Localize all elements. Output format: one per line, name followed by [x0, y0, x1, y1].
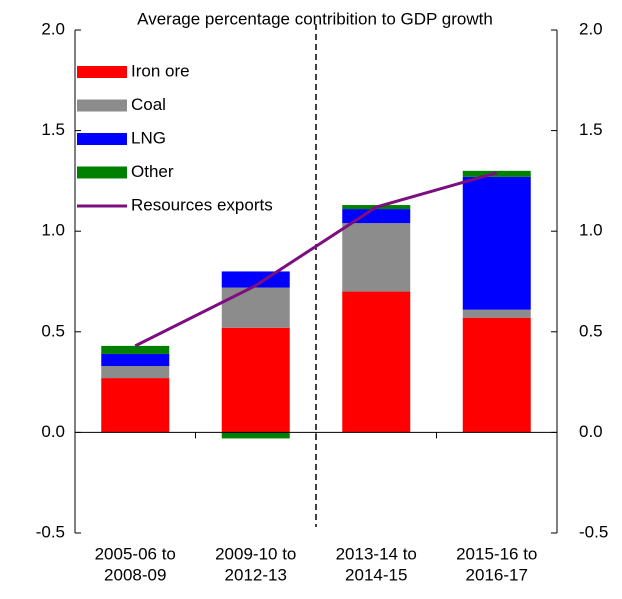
- bar-segment: [221, 287, 290, 328]
- legend-label: Iron ore: [131, 61, 190, 80]
- bar-segment: [462, 309, 531, 318]
- bar-segment: [101, 353, 170, 367]
- x-tick-label: 2016-17: [466, 565, 528, 584]
- bar-segment: [462, 317, 531, 433]
- bar-segment: [101, 366, 170, 379]
- bar-segment: [221, 432, 290, 439]
- y-tick-label: 0.5: [41, 321, 65, 340]
- legend-label: Resources exports: [131, 195, 273, 214]
- x-tick-label: 2015-16 to: [456, 544, 537, 563]
- y2-tick-label: 0.0: [579, 422, 603, 441]
- bar-segment: [101, 378, 170, 433]
- legend-label: Coal: [131, 95, 166, 114]
- bar-segment: [342, 291, 411, 433]
- y-tick-label: 1.5: [41, 120, 65, 139]
- y2-tick-label: 1.0: [579, 221, 603, 240]
- x-tick-label: 2013-14 to: [336, 544, 417, 563]
- legend-swatch: [77, 133, 127, 145]
- x-tick-label: 2005-06 to: [95, 544, 176, 563]
- bar-segment: [462, 176, 531, 310]
- x-tick-label: 2014-15: [345, 565, 407, 584]
- y2-tick-label: 1.5: [579, 120, 603, 139]
- y-tick-label: 0.0: [41, 422, 65, 441]
- y2-tick-label: 0.5: [579, 321, 603, 340]
- x-tick-label: 2009-10 to: [215, 544, 296, 563]
- bar-segment: [342, 223, 411, 292]
- chart-title: Average percentage contribition to GDP g…: [137, 9, 493, 28]
- x-tick-label: 2012-13: [225, 565, 287, 584]
- x-tick-label: 2008-09: [104, 565, 166, 584]
- legend-label: Other: [131, 162, 174, 181]
- bar-segment: [101, 345, 170, 354]
- y-tick-label: 2.0: [41, 19, 65, 38]
- bar-segment: [221, 327, 290, 433]
- legend-label: LNG: [131, 128, 166, 147]
- y-tick-label: 1.0: [41, 221, 65, 240]
- legend-swatch: [77, 99, 127, 112]
- legend-swatch: [77, 66, 127, 78]
- y2-tick-label: 2.0: [579, 19, 603, 38]
- line-series: [134, 171, 498, 348]
- y-tick-label: -0.5: [36, 522, 65, 541]
- y2-tick-label: -0.5: [579, 522, 608, 541]
- legend-swatch: [77, 166, 127, 179]
